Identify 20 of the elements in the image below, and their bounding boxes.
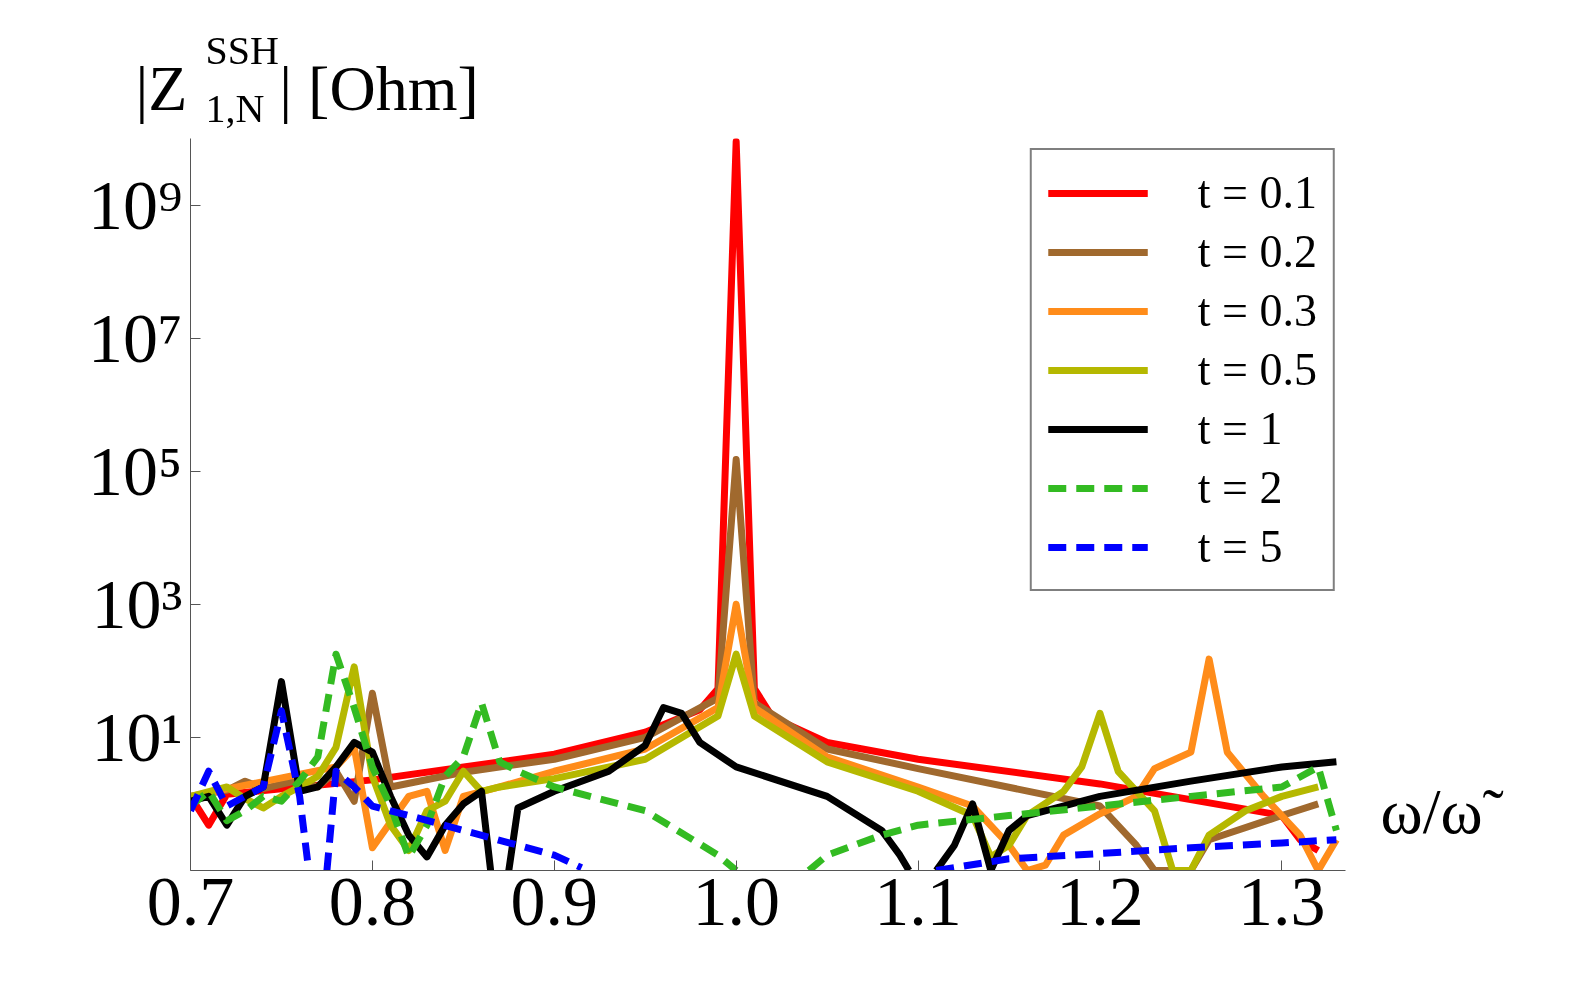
x-tick-label: 0.9 — [510, 862, 599, 940]
y-tick-label: 10¹ — [91, 698, 183, 776]
legend-label: t = 0.5 — [1197, 343, 1317, 396]
y-tick-label: 10⁷ — [88, 299, 183, 377]
x-tick-label: 1.3 — [1238, 862, 1326, 940]
legend-label: t = 0.2 — [1197, 225, 1317, 278]
x-tick-label: 0.8 — [328, 862, 417, 940]
y-tick-label: 10⁵ — [88, 432, 183, 510]
y-tick-label: 10³ — [91, 565, 183, 643]
x-tick-label: 1.2 — [1056, 862, 1144, 940]
x-tick-label: 1.0 — [692, 862, 780, 940]
legend-label: t = 5 — [1197, 520, 1283, 573]
x-tick-label: 1.1 — [874, 862, 962, 940]
legend-label: t = 0.3 — [1197, 284, 1317, 337]
x-tick-label: 0.7 — [146, 862, 235, 940]
legend-label: t = 1 — [1197, 402, 1283, 455]
y-tick-label: 10⁹ — [88, 166, 183, 244]
legend-label: t = 0.1 — [1197, 166, 1317, 219]
x-axis-title: ω/ω̃ — [1380, 776, 1504, 848]
legend-label: t = 2 — [1197, 461, 1283, 514]
